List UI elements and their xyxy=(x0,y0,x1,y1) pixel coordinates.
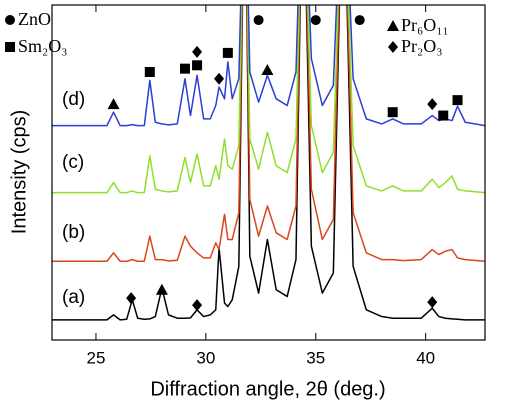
legend-label: Pr₂O₃ xyxy=(401,36,443,56)
series-line xyxy=(52,5,485,321)
marker-square xyxy=(179,63,190,74)
series-label: (a) xyxy=(62,287,85,308)
legend-symbol xyxy=(5,15,15,25)
marker-diamond xyxy=(427,98,438,111)
marker-diamond xyxy=(214,72,225,85)
series-label: (c) xyxy=(62,152,84,173)
x-tick-label: 40 xyxy=(416,348,435,367)
series-line xyxy=(52,5,485,127)
x-tick-label: 30 xyxy=(196,348,215,367)
marker-circle xyxy=(354,15,365,26)
marker-square xyxy=(452,95,463,106)
x-axis-title: Diffraction angle, 2θ (deg.) xyxy=(150,378,385,400)
marker-square xyxy=(438,110,449,121)
marker-triangle xyxy=(155,283,168,295)
marker-diamond xyxy=(126,292,137,305)
plot-area xyxy=(52,5,485,321)
series-label: (d) xyxy=(62,89,85,110)
marker-diamond xyxy=(192,45,203,58)
marker-square xyxy=(222,47,233,58)
marker-circle xyxy=(253,15,264,26)
x-tick-label: 35 xyxy=(306,348,325,367)
legend-symbol xyxy=(388,41,398,53)
y-axis-title: Intensity (cps) xyxy=(8,110,30,234)
legend-label: ZnO xyxy=(18,9,51,29)
marker-triangle xyxy=(261,63,274,75)
marker-diamond xyxy=(192,299,203,312)
series-line xyxy=(52,5,485,194)
series-label: (b) xyxy=(62,222,85,243)
legend-symbol xyxy=(387,20,399,31)
plot-frame xyxy=(51,4,486,341)
series-line xyxy=(52,5,485,263)
legend-symbol xyxy=(5,42,15,52)
marker-triangle xyxy=(107,98,120,110)
marker-square xyxy=(144,67,155,77)
marker-square xyxy=(192,60,203,71)
x-tick-label: 25 xyxy=(86,348,105,367)
legend-label: Pr₆O₁₁ xyxy=(401,15,449,35)
marker-square xyxy=(387,107,398,118)
marker-diamond xyxy=(427,296,438,309)
legend-label: Sm₂O₃ xyxy=(18,36,68,56)
marker-circle xyxy=(310,15,321,26)
